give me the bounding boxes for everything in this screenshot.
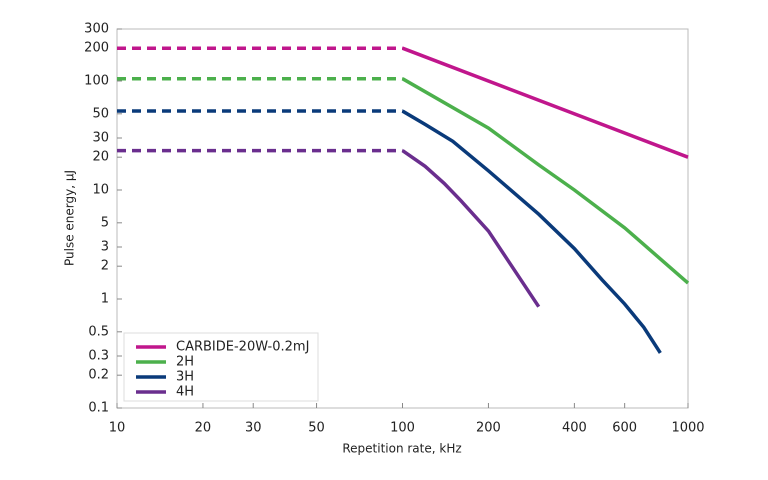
series-line [401, 46, 689, 159]
y-tick-label: 5 [101, 215, 109, 230]
legend-label: 3H [176, 370, 194, 385]
y-tick-label: 0.1 [88, 401, 109, 416]
x-tick-label: 50 [308, 421, 325, 436]
series-line [401, 149, 541, 308]
series-line [401, 77, 690, 285]
y-tick-label: 200 [84, 41, 109, 56]
y-axis-label: Pulse energy, µJ [63, 170, 77, 266]
legend-label: 2H [176, 355, 194, 370]
x-tick-label: 600 [612, 421, 637, 436]
y-tick-label: 20 [92, 150, 109, 165]
y-tick-label: 0.2 [88, 368, 109, 383]
series-line [401, 109, 662, 354]
y-tick-label: 2 [101, 259, 109, 274]
x-tick-label: 100 [390, 421, 415, 436]
legend-label: 4H [176, 385, 194, 400]
x-axis-label: Repetition rate, kHz [342, 442, 461, 456]
y-tick-label: 50 [92, 106, 109, 121]
y-tick-label: 30 [92, 130, 109, 145]
x-tick-label: 1000 [671, 421, 704, 436]
x-tick-label: 20 [195, 421, 212, 436]
y-tick-label: 0.5 [88, 324, 109, 339]
legend-box [123, 332, 319, 402]
x-tick-label: 400 [562, 421, 587, 436]
x-tick-label: 10 [109, 421, 126, 436]
y-tick-label: 300 [84, 22, 109, 37]
y-tick-label: 3 [101, 239, 109, 254]
x-tick-label: 30 [245, 421, 262, 436]
y-tick-label: 100 [84, 74, 109, 89]
x-tick-label: 200 [476, 421, 501, 436]
y-tick-label: 10 [92, 183, 109, 198]
legend-label: CARBIDE-20W-0.2mJ [176, 340, 309, 355]
y-tick-label: 0.3 [88, 348, 109, 363]
y-tick-label: 1 [101, 292, 109, 307]
